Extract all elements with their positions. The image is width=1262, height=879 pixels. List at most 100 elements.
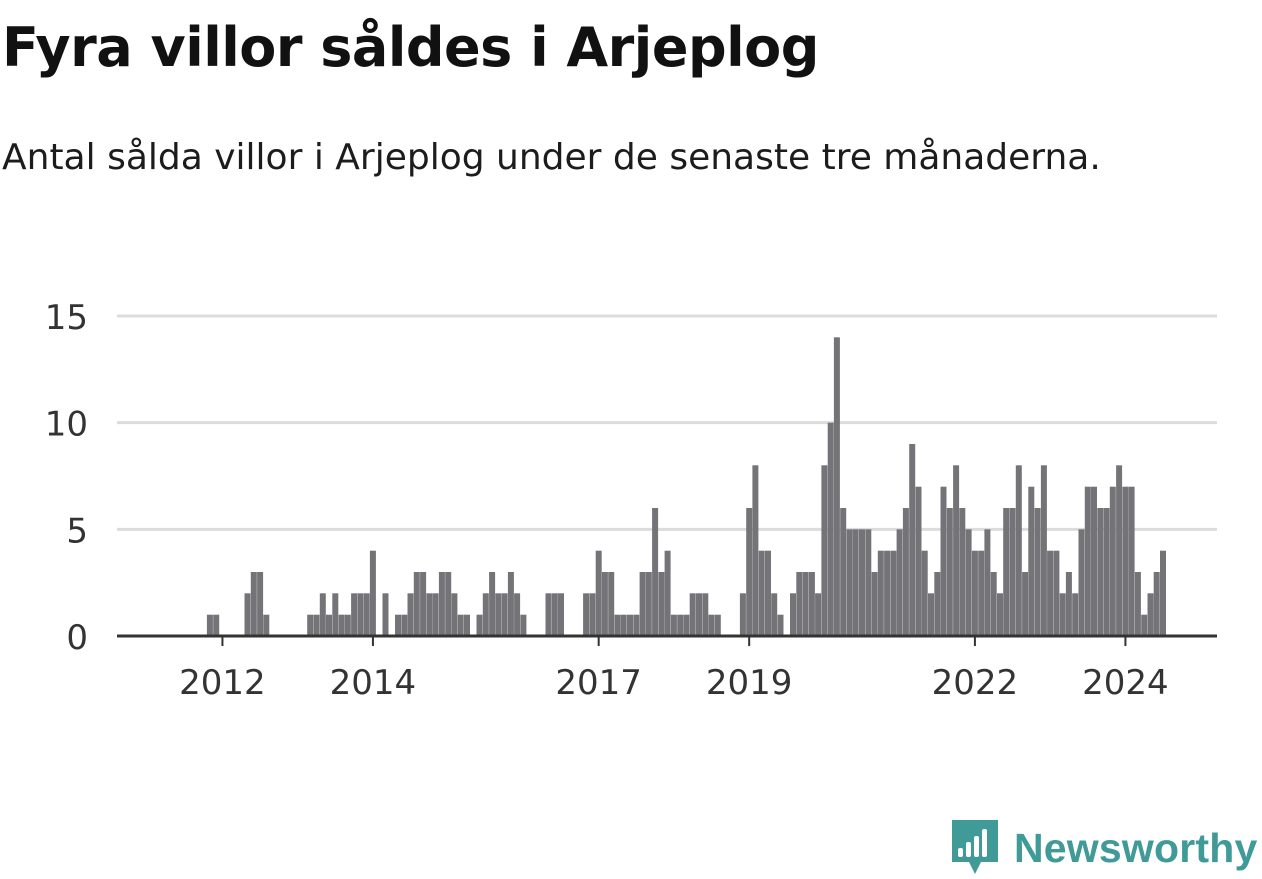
- bar: [859, 529, 865, 636]
- bar: [464, 614, 470, 636]
- bar: [827, 422, 834, 636]
- y-tick-label: 0: [66, 618, 88, 658]
- x-tick-label: 2017: [555, 663, 642, 703]
- bar: [645, 572, 652, 636]
- bar: [902, 508, 909, 636]
- bar: [997, 593, 1003, 636]
- bar: [250, 572, 257, 636]
- bar: [476, 614, 483, 636]
- newsworthy-logo: Newsworthy: [950, 818, 1258, 878]
- bar: [601, 572, 608, 636]
- bar: [445, 572, 452, 636]
- bar: [407, 593, 414, 636]
- bar: [426, 593, 433, 636]
- bar: [401, 614, 408, 636]
- bar: [990, 572, 997, 636]
- bar: [595, 550, 602, 636]
- bar: [1091, 486, 1097, 636]
- bar: [627, 614, 633, 636]
- bar: [815, 593, 822, 636]
- bar: [1084, 486, 1091, 636]
- bar: [790, 593, 796, 636]
- bar: [984, 529, 991, 636]
- bar: [752, 465, 759, 636]
- bar: [758, 550, 765, 636]
- bar: [1059, 593, 1066, 636]
- bar: [614, 614, 621, 636]
- bar: [965, 529, 972, 636]
- chart-title: Fyra villor såldes i Arjeplog: [2, 16, 819, 79]
- bar: [213, 614, 220, 636]
- bar: [658, 572, 665, 636]
- bar: [369, 550, 376, 636]
- bar: [953, 465, 960, 636]
- chart-subtitle: Antal sålda villor i Arjeplog under de s…: [2, 137, 1101, 178]
- bar: [1078, 529, 1085, 636]
- bar: [1147, 593, 1154, 636]
- bar: [664, 550, 671, 636]
- bar: [507, 572, 514, 636]
- bar: [351, 593, 358, 636]
- bar: [915, 486, 922, 636]
- bar: [921, 550, 928, 636]
- bar: [702, 593, 709, 636]
- bar: [683, 614, 690, 636]
- bar: [558, 593, 564, 636]
- bar: [438, 572, 445, 636]
- bar: [739, 593, 746, 636]
- bar: [765, 550, 771, 636]
- bar: [620, 614, 627, 636]
- bar: [689, 593, 696, 636]
- bar: [884, 550, 891, 636]
- y-tick-label: 15: [45, 298, 88, 338]
- bar: [495, 593, 502, 636]
- bar: [313, 614, 320, 636]
- bar: [777, 614, 784, 636]
- bar: [1122, 486, 1129, 636]
- bar: [652, 508, 659, 636]
- bar: [382, 593, 389, 636]
- bar: [1065, 572, 1072, 636]
- x-tick-label: 2022: [932, 663, 1019, 703]
- bar: [971, 550, 978, 636]
- bar: [946, 508, 953, 636]
- highlight-value-label: 4: [1177, 280, 1199, 289]
- x-tick-label: 2012: [179, 663, 266, 703]
- bar: [833, 337, 840, 636]
- bar: [451, 593, 458, 636]
- bar: [338, 614, 345, 636]
- bar: [583, 593, 590, 636]
- bar: [1009, 508, 1016, 636]
- bar: [413, 572, 420, 636]
- bar: [589, 593, 596, 636]
- bar: [928, 593, 934, 636]
- bar: [852, 529, 859, 636]
- bar: [808, 572, 815, 636]
- bar: [1116, 465, 1123, 636]
- bar: [877, 550, 884, 636]
- bar: [332, 593, 339, 636]
- axes: [117, 634, 1217, 646]
- bar: [1028, 486, 1035, 636]
- bar: [1040, 465, 1047, 636]
- y-tick-label: 5: [66, 511, 88, 551]
- bar: [934, 572, 941, 636]
- bar: [840, 508, 847, 636]
- bar: [796, 572, 803, 636]
- bar: [959, 508, 966, 636]
- bar: [1072, 593, 1079, 636]
- bar: [708, 614, 715, 636]
- bar: [501, 593, 508, 636]
- bar: [307, 614, 314, 636]
- bar: [714, 614, 721, 636]
- bar: [633, 614, 640, 636]
- x-tick-label: 2019: [706, 663, 793, 703]
- bar: [344, 614, 351, 636]
- bar: [514, 593, 521, 636]
- bar: [1097, 508, 1104, 636]
- brand-name: Newsworthy: [1014, 824, 1258, 871]
- bar: [670, 614, 677, 636]
- bar: [206, 614, 213, 636]
- bar: [489, 572, 496, 636]
- bar: [457, 614, 464, 636]
